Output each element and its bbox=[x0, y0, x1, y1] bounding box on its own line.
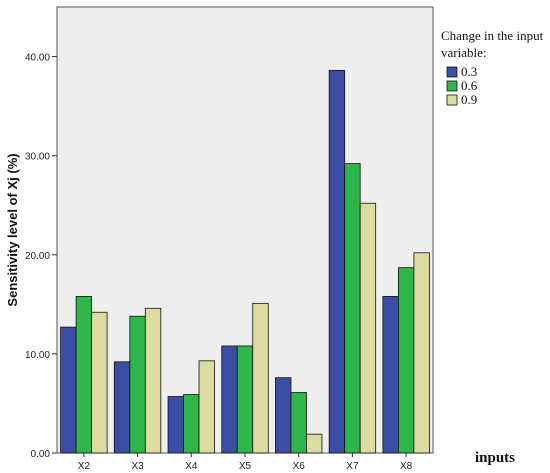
bar-x2-series-1 bbox=[75, 296, 93, 454]
bar-x6-series-1 bbox=[290, 392, 307, 454]
bar-x8-series-0 bbox=[382, 296, 399, 454]
bar-x4-series-0 bbox=[167, 396, 184, 454]
bar-x4-series-2 bbox=[198, 360, 215, 454]
y-tick-label: 40.00 bbox=[25, 53, 50, 64]
legend: Change in the input variable: 0.30.60.9 bbox=[441, 28, 544, 107]
bar-x3-series-2 bbox=[144, 307, 162, 454]
bar-x7-series-1 bbox=[344, 163, 361, 454]
y-tick-label: 30.00 bbox=[25, 152, 50, 163]
legend-label: 0.6 bbox=[461, 78, 478, 93]
bar-x6-series-2 bbox=[306, 433, 323, 454]
y-tick-label: 20.00 bbox=[25, 251, 50, 262]
bar-x8-series-2 bbox=[413, 252, 430, 454]
x-tick-label: X8 bbox=[400, 461, 413, 472]
x-tick-label: X7 bbox=[346, 461, 359, 472]
legend-label: 0.3 bbox=[461, 64, 477, 79]
bar-x5-series-2 bbox=[252, 302, 269, 454]
bar-x4-series-1 bbox=[183, 394, 200, 454]
bar-x8-series-1 bbox=[397, 267, 415, 454]
x-tick-label: X2 bbox=[78, 461, 91, 472]
y-axis-label: Sensitivity level of Xj (%) bbox=[5, 153, 20, 306]
x-tick-label: X6 bbox=[293, 461, 306, 472]
bar-x5-series-0 bbox=[221, 345, 238, 454]
legend-swatch bbox=[446, 66, 458, 78]
y-axis: 0.00 10.00 20.00 30.00 40.00 bbox=[25, 53, 57, 460]
bars bbox=[60, 70, 430, 454]
bar-x2-series-0 bbox=[60, 326, 77, 454]
legend-swatch bbox=[446, 80, 458, 92]
y-tick-label: 10.00 bbox=[25, 350, 50, 361]
legend-title: Change in the input variable: bbox=[441, 28, 544, 60]
bar-x3-series-0 bbox=[113, 361, 131, 454]
x-tick-label: X3 bbox=[131, 461, 144, 472]
bar-x2-series-2 bbox=[91, 311, 108, 454]
x-tick-label: X5 bbox=[239, 461, 252, 472]
y-tick-label: 0.00 bbox=[31, 449, 51, 460]
bar-x5-series-1 bbox=[236, 345, 254, 454]
bar-x7-series-0 bbox=[328, 70, 346, 454]
x-axis-label: inputs bbox=[475, 450, 515, 466]
x-axis: X2 X3 X4 X5 X6 X7 X8 bbox=[78, 453, 413, 472]
legend-label: 0.9 bbox=[461, 92, 477, 107]
x-tick-label: X4 bbox=[185, 461, 198, 472]
bar-x3-series-1 bbox=[129, 315, 146, 454]
bar-x7-series-2 bbox=[359, 202, 377, 454]
legend-swatch bbox=[446, 94, 458, 106]
bar-x6-series-0 bbox=[275, 377, 292, 454]
